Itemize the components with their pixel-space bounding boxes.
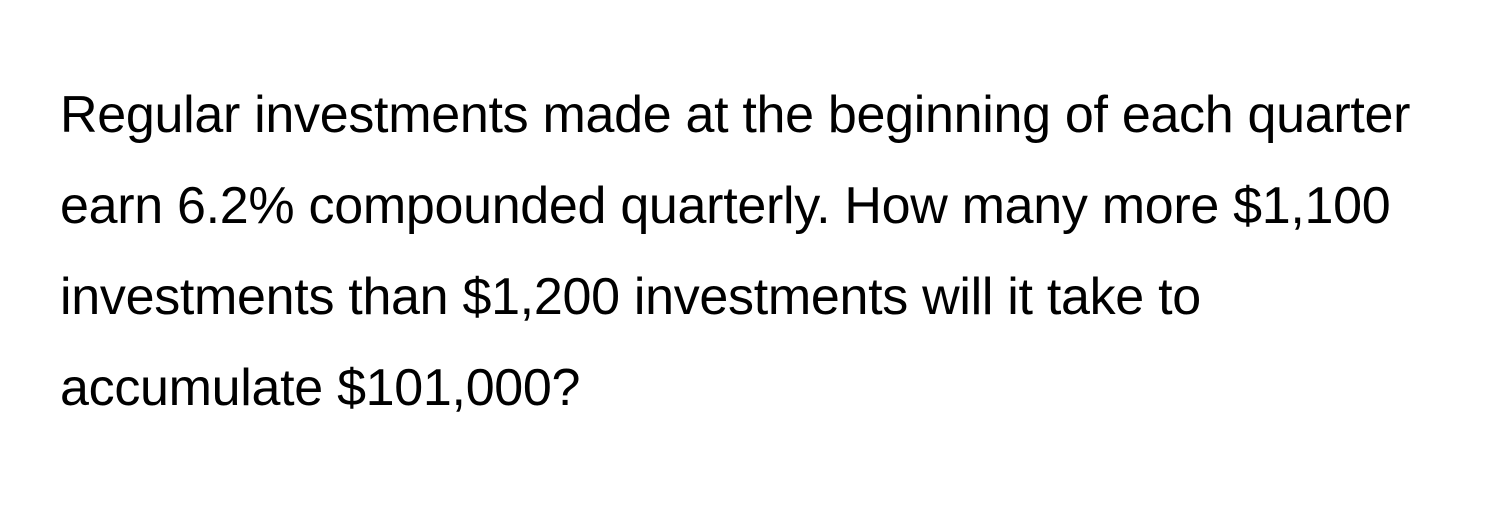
question-text: Regular investments made at the beginnin… — [60, 70, 1440, 434]
